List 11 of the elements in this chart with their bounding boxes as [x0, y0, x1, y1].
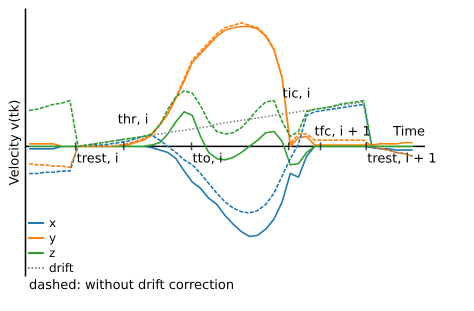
- legend-label: drift: [49, 261, 74, 275]
- annotation: tto, i: [192, 151, 223, 166]
- annotation: trest, i: [76, 151, 119, 166]
- legend-label: z: [49, 246, 56, 260]
- legend-label: y: [49, 231, 56, 245]
- legend-label: x: [49, 216, 56, 230]
- x-axis-title: Time: [392, 124, 425, 140]
- text: dashed: without drift correction: [29, 278, 234, 293]
- annotation: trest, i + 1: [367, 151, 437, 166]
- annotation: thr, i: [118, 112, 148, 128]
- y-axis-title: Velocity v(tk): [8, 100, 22, 186]
